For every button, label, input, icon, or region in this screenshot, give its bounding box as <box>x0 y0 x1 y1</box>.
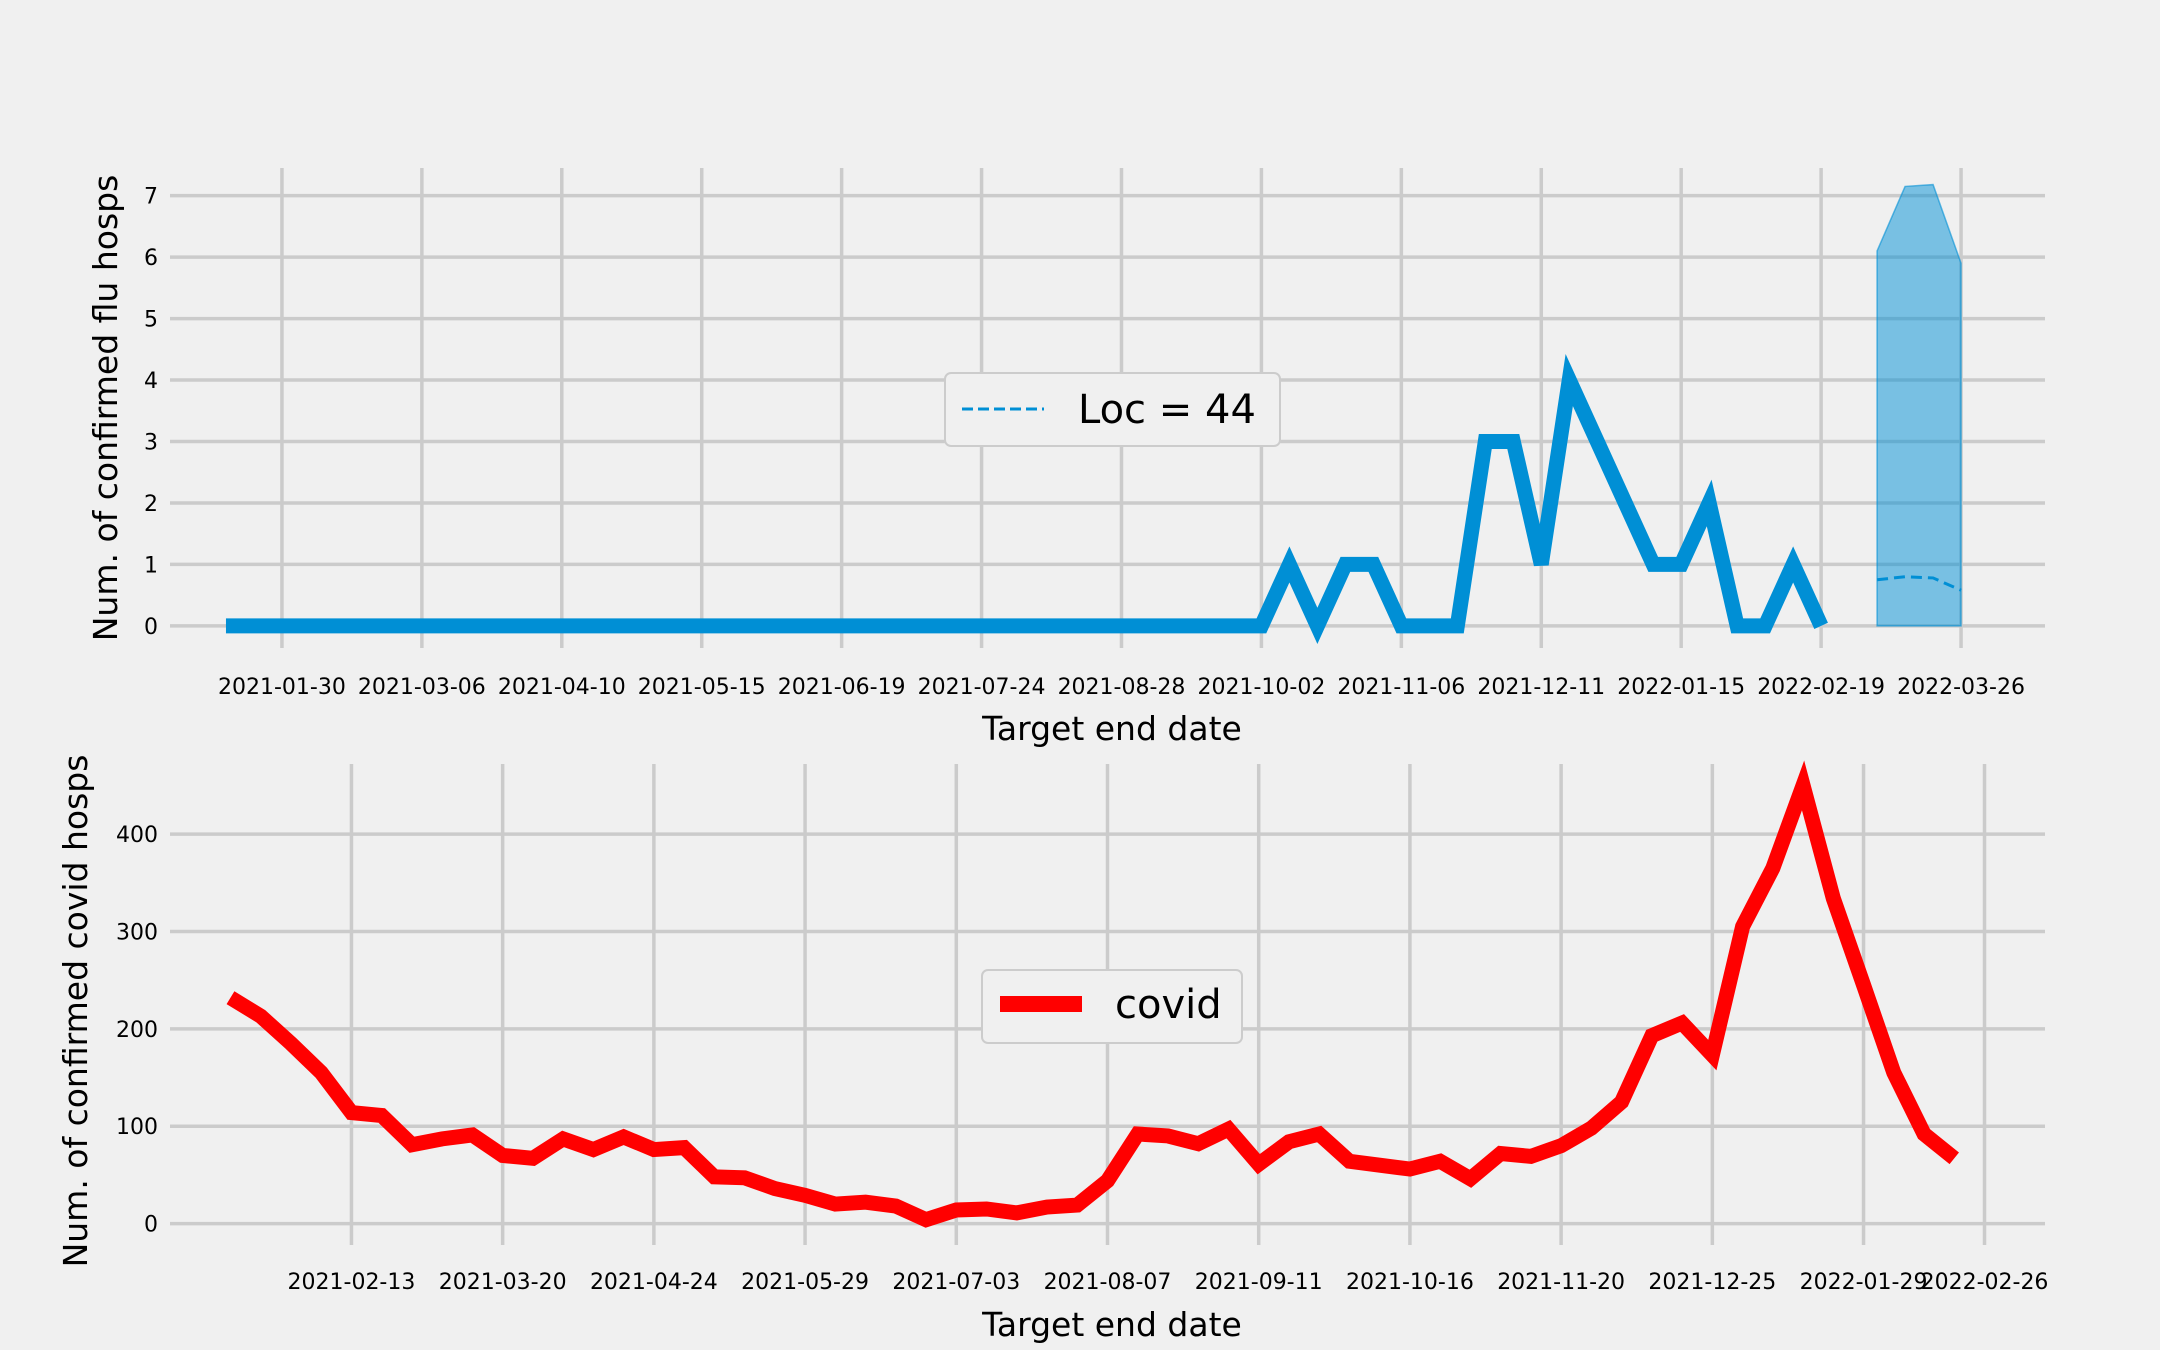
y-tick-label: 100 <box>116 1115 158 1140</box>
flu-observed-line <box>225 353 1828 644</box>
x-tick-label: 2021-03-06 <box>358 675 486 700</box>
y-tick-label: 3 <box>144 430 158 455</box>
x-tick-label: 2021-11-20 <box>1497 1270 1625 1295</box>
covid-panel: 2021-02-13 2021-03-20 2021-04-24 2021-05-29… <box>56 755 2048 1344</box>
x-tick-label: 2021-03-20 <box>439 1270 567 1295</box>
y-tick-label: 0 <box>144 615 158 640</box>
legend-label-covid: covid <box>1115 982 1222 1028</box>
forecast-median-line <box>1876 575 1962 592</box>
x-axis-label: Target end date <box>981 709 1242 748</box>
x-tick-label: 2021-05-15 <box>638 675 766 700</box>
y-tick-label: 4 <box>144 369 158 394</box>
y-tick-label: 1 <box>144 553 158 578</box>
x-tick-label: 2021-07-03 <box>892 1270 1020 1295</box>
y-tick-label: 0 <box>144 1213 158 1238</box>
covid-line <box>226 760 1959 1228</box>
x-tick-label: 2021-12-25 <box>1648 1270 1776 1295</box>
x-tick-label: 2021-04-10 <box>498 675 626 700</box>
y-tick-label: 7 <box>144 185 158 210</box>
legend: Loc = 44 <box>944 372 1281 447</box>
x-tick-label: 2022-02-19 <box>1757 675 1885 700</box>
x-tick-label: 2021-07-24 <box>918 675 1046 700</box>
x-tick-label: 2021-09-11 <box>1195 1270 1323 1295</box>
x-tick-label: 2022-03-26 <box>1897 675 2025 700</box>
x-axis-label: Target end date <box>981 1305 1242 1344</box>
y-axis-label: Num. of confirmed flu hosps <box>86 175 125 642</box>
legend: covid <box>981 969 1243 1044</box>
x-tick-label: 2021-04-24 <box>590 1270 718 1295</box>
x-tick-label: 2021-10-02 <box>1197 675 1325 700</box>
x-tick-label: 2021-12-11 <box>1477 675 1605 700</box>
y-tick-label: 6 <box>144 246 158 271</box>
flu-panel: 2021-01-30 2021-03-06 2021-04-10 2021-05-15… <box>86 168 2045 748</box>
x-tick-label: 2021-08-07 <box>1044 1270 1172 1295</box>
y-axis-label: Num. of confirmed covid hosps <box>56 755 95 1268</box>
y-tick-label: 400 <box>116 823 158 848</box>
x-tick-label: 2021-08-28 <box>1058 675 1186 700</box>
y-tick-label: 5 <box>144 308 158 333</box>
x-tick-label: 2021-11-06 <box>1337 675 1465 700</box>
x-tick-label: 2022-01-15 <box>1617 675 1745 700</box>
x-tick-label: 2021-05-29 <box>741 1270 869 1295</box>
x-tick-label: 2021-06-19 <box>778 675 906 700</box>
x-tick-label: 2021-02-13 <box>288 1270 416 1295</box>
x-tick-label: 2022-01-29 <box>1800 1270 1928 1295</box>
y-tick-label: 2 <box>144 492 158 517</box>
x-tick-label: 2021-01-30 <box>218 675 346 700</box>
legend-label-loc-44: Loc = 44 <box>1078 387 1256 433</box>
x-tick-label: 2022-02-26 <box>1921 1270 2049 1295</box>
y-tick-label: 200 <box>116 1018 158 1043</box>
forecast-interval-band <box>1876 183 1962 627</box>
legend-box <box>944 372 1281 447</box>
legend-box <box>981 969 1243 1044</box>
y-tick-label: 300 <box>116 920 158 945</box>
x-tick-label: 2021-10-16 <box>1346 1270 1474 1295</box>
